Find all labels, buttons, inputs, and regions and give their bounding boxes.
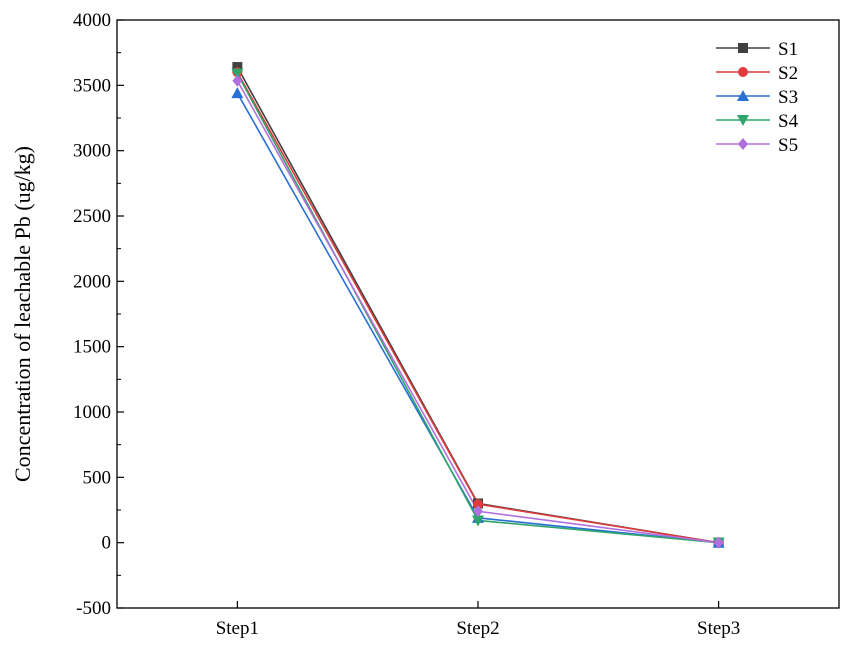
y-tick-label: 0 — [102, 533, 112, 554]
legend-label-s4: S4 — [778, 111, 799, 132]
series-line-s5 — [236, 80, 719, 544]
data-point-s4 — [231, 68, 244, 80]
data-point-s2 — [473, 499, 483, 510]
y-tick-label: 3000 — [73, 141, 111, 162]
legend-marker-s2 — [738, 67, 748, 77]
y-axis-title: Concentration of leachable Pb (ug/kg) — [10, 146, 35, 482]
series-line-s2 — [236, 71, 719, 544]
data-point-s4 — [472, 515, 484, 527]
legend-marker-s5 — [738, 138, 748, 150]
series-line-s1 — [236, 66, 719, 544]
series-line-s4 — [236, 73, 719, 544]
legend-label-s1: S1 — [778, 39, 798, 60]
data-point-s1 — [232, 62, 243, 73]
legend-marker-s1 — [738, 43, 748, 53]
x-tick-label: Step1 — [216, 618, 259, 639]
y-tick-label: 1000 — [73, 402, 111, 423]
series-line-s3 — [236, 92, 719, 544]
legend-label-s2: S2 — [778, 63, 798, 84]
x-tick-label: Step3 — [697, 618, 740, 639]
legend-marker-s3 — [737, 90, 749, 101]
plot-area: -500 0 500 1000 1500 2000 2500 3000 3500 4000 Step… — [73, 10, 840, 639]
y-tick-label: 500 — [83, 467, 112, 488]
legend-label-s5: S5 — [778, 135, 798, 156]
y-tick-label: 2000 — [73, 271, 111, 292]
y-tick-label: -500 — [76, 598, 111, 619]
data-point-s3 — [231, 87, 244, 99]
legend: S1 S2 S3 S4 S5 — [716, 39, 799, 156]
x-tick-label: Step2 — [456, 618, 499, 639]
data-point-s5 — [713, 536, 724, 549]
y-tick-label: 2500 — [73, 206, 111, 227]
data-point-s5 — [473, 505, 483, 518]
data-point-s5 — [232, 74, 243, 87]
y-tick-label: 3500 — [73, 75, 111, 96]
y-axis-title-group: Concentration of leachable Pb (ug/kg) — [10, 146, 35, 482]
legend-label-s3: S3 — [778, 87, 798, 108]
y-tick-label: 1500 — [73, 337, 111, 358]
y-tick-label: 4000 — [73, 10, 111, 31]
legend-marker-s4 — [737, 115, 749, 126]
